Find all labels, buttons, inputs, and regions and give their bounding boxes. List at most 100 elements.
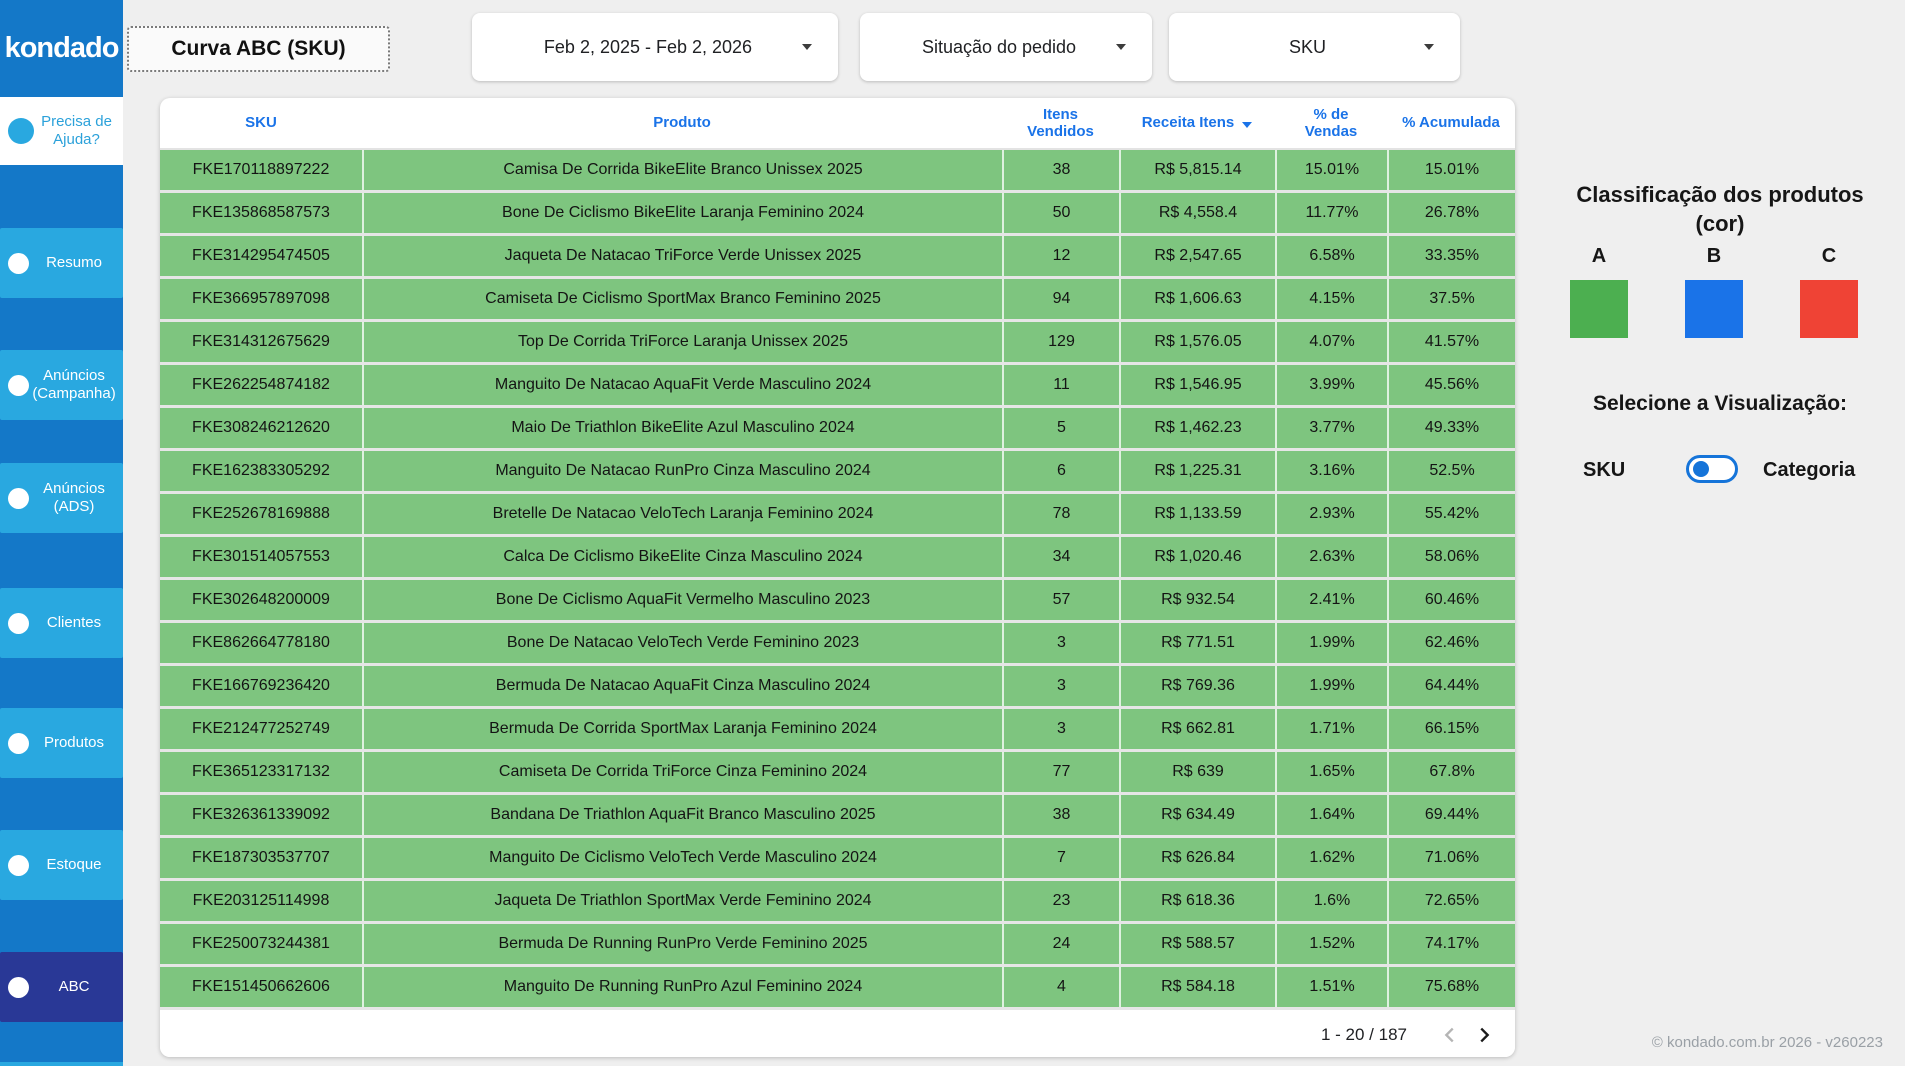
table-body: FKE170118897222 Camisa De Corrida BikeEl… — [160, 150, 1515, 1010]
sidebar-item-anuncios-campanha[interactable]: Anúncios (Campanha) — [0, 350, 123, 420]
sidebar-item-resumo[interactable]: Resumo — [0, 228, 123, 298]
table-row: FKE366957897098 Camiseta De Ciclismo Spo… — [160, 279, 1515, 322]
cell-produto: Bandana De Triathlon AquaFit Branco Masc… — [362, 795, 1002, 835]
sku-filter-label: SKU — [1288, 36, 1326, 57]
table-row: FKE135868587573 Bone De Ciclismo BikeEli… — [160, 193, 1515, 236]
sidebar-item-clientes[interactable]: Clientes — [0, 588, 123, 658]
cell-pct-acumulada: 60.46% — [1387, 580, 1515, 620]
column-header-pct-acumulada[interactable]: % Acumulada — [1402, 114, 1500, 132]
cell-pct-acumulada: 45.56% — [1387, 365, 1515, 405]
nav-circle-icon — [8, 732, 29, 754]
column-header-sku[interactable]: SKU — [245, 114, 277, 132]
table-row: FKE250073244381 Bermuda De Running RunPr… — [160, 924, 1515, 967]
cell-pct-acumulada: 26.78% — [1387, 193, 1515, 233]
class-a-color-swatch — [1570, 280, 1628, 338]
table-row: FKE326361339092 Bandana De Triathlon Aqu… — [160, 795, 1515, 838]
sidebar-item-produtos[interactable]: Produtos — [0, 708, 123, 778]
cell-pct-acumulada: 55.42% — [1387, 494, 1515, 534]
sidebar-item-anuncios-ads[interactable]: Anúncios (ADS) — [0, 463, 123, 533]
cell-produto: Maio De Triathlon BikeElite Azul Masculi… — [362, 408, 1002, 448]
cell-pct-vendas: 2.41% — [1275, 580, 1387, 620]
nav-label: Produtos — [43, 734, 105, 751]
cell-receita-itens: R$ 2,547.65 — [1119, 236, 1275, 276]
cell-receita-itens: R$ 4,558.4 — [1119, 193, 1275, 233]
sidebar: kondado Precisa de Ajuda? Resumo Anúncio… — [0, 0, 123, 1066]
visualization-title: Selecione a Visualização: — [1592, 392, 1848, 415]
column-header-produto[interactable]: Produto — [653, 114, 711, 132]
cell-receita-itens: R$ 1,576.05 — [1119, 322, 1275, 362]
help-button[interactable]: Precisa de Ajuda? — [0, 97, 123, 165]
page-title: Curva ABC (SKU) — [127, 26, 390, 72]
viz-option-categoria-label: Categoria — [1763, 459, 1856, 481]
cell-pct-acumulada: 67.8% — [1387, 752, 1515, 792]
cell-pct-acumulada: 33.35% — [1387, 236, 1515, 276]
legend-title: Classificação dos produtos (cor) — [1576, 182, 1864, 237]
cell-pct-vendas: 1.51% — [1275, 967, 1387, 1007]
cell-sku: FKE162383305292 — [192, 462, 330, 479]
legend-class-c-label: C — [1821, 245, 1837, 267]
cell-itens-vendidos: 50 — [1002, 193, 1119, 233]
table-row: FKE187303537707 Manguito De Ciclismo Vel… — [160, 838, 1515, 881]
dropdown-caret-icon — [802, 44, 812, 50]
nav-label: Anúncios (Campanha) — [32, 367, 116, 402]
date-range-filter[interactable]: Feb 2, 2025 - Feb 2, 2026 — [472, 13, 838, 81]
table-row: FKE212477252749 Bermuda De Corrida Sport… — [160, 709, 1515, 752]
cell-sku: FKE187303537707 — [192, 849, 330, 866]
cell-receita-itens: R$ 639 — [1119, 752, 1275, 792]
cell-sku: FKE366957897098 — [192, 290, 330, 307]
cell-sku: FKE308246212620 — [192, 419, 330, 436]
nav-circle-icon — [8, 252, 29, 274]
sidebar-bottom-strip — [0, 1062, 123, 1066]
abc-table: SKU Produto Itens Vendidos Receita Itens… — [160, 98, 1515, 1057]
cell-receita-itens: R$ 1,133.59 — [1119, 494, 1275, 534]
order-status-filter[interactable]: Situação do pedido — [860, 13, 1152, 81]
legend-class-b: B — [1685, 245, 1743, 338]
viz-toggle[interactable] — [1686, 455, 1738, 483]
cell-sku: FKE262254874182 — [192, 376, 330, 393]
cell-pct-vendas: 3.16% — [1275, 451, 1387, 491]
cell-pct-acumulada: 64.44% — [1387, 666, 1515, 706]
cell-itens-vendidos: 4 — [1002, 967, 1119, 1007]
cell-produto: Calca De Ciclismo BikeElite Cinza Mascul… — [362, 537, 1002, 577]
cell-pct-vendas: 1.99% — [1275, 623, 1387, 663]
cell-sku: FKE151450662606 — [192, 978, 330, 995]
column-header-receita-itens[interactable]: Receita Itens — [1119, 98, 1275, 148]
cell-receita-itens: R$ 1,020.46 — [1119, 537, 1275, 577]
cell-itens-vendidos: 24 — [1002, 924, 1119, 964]
chevron-right-icon — [1480, 1027, 1490, 1043]
cell-pct-vendas: 4.15% — [1275, 279, 1387, 319]
date-range-label: Feb 2, 2025 - Feb 2, 2026 — [543, 36, 753, 57]
nav-label: Estoque — [46, 856, 102, 873]
cell-produto: Manguito De Ciclismo VeloTech Verde Masc… — [362, 838, 1002, 878]
column-header-itens-vendidos[interactable]: Itens Vendidos — [1027, 105, 1094, 140]
cell-itens-vendidos: 3 — [1002, 623, 1119, 663]
cell-pct-vendas: 1.99% — [1275, 666, 1387, 706]
cell-pct-acumulada: 72.65% — [1387, 881, 1515, 921]
class-c-color-swatch — [1800, 280, 1858, 338]
cell-sku: FKE250073244381 — [192, 935, 330, 952]
sidebar-item-abc[interactable]: ABC — [0, 952, 123, 1022]
legend-class-a: A — [1570, 245, 1628, 338]
prev-page-button[interactable] — [1433, 1018, 1467, 1052]
cell-itens-vendidos: 77 — [1002, 752, 1119, 792]
nav-circle-icon — [8, 374, 29, 396]
sidebar-item-estoque[interactable]: Estoque — [0, 830, 123, 900]
table-row: FKE262254874182 Manguito De Natacao Aqua… — [160, 365, 1515, 408]
cell-sku: FKE314312675629 — [192, 333, 330, 350]
cell-produto: Manguito De Running RunPro Azul Feminino… — [362, 967, 1002, 1007]
column-header-pct-vendas[interactable]: % de Vendas — [1304, 105, 1358, 140]
help-circle-icon — [8, 118, 34, 144]
class-b-color-swatch — [1685, 280, 1743, 338]
cell-produto: Bermuda De Running RunPro Verde Feminino… — [362, 924, 1002, 964]
cell-pct-acumulada: 49.33% — [1387, 408, 1515, 448]
sku-filter[interactable]: SKU — [1169, 13, 1460, 81]
cell-pct-vendas: 1.62% — [1275, 838, 1387, 878]
cell-sku: FKE326361339092 — [192, 806, 330, 823]
copyright-text: © kondado.com.br 2026 - v260223 — [1651, 1034, 1883, 1051]
cell-pct-vendas: 1.71% — [1275, 709, 1387, 749]
next-page-button[interactable] — [1467, 1018, 1501, 1052]
cell-receita-itens: R$ 662.81 — [1119, 709, 1275, 749]
cell-sku: FKE301514057553 — [192, 548, 330, 565]
cell-receita-itens: R$ 769.36 — [1119, 666, 1275, 706]
cell-produto: Top De Corrida TriForce Laranja Unissex … — [362, 322, 1002, 362]
